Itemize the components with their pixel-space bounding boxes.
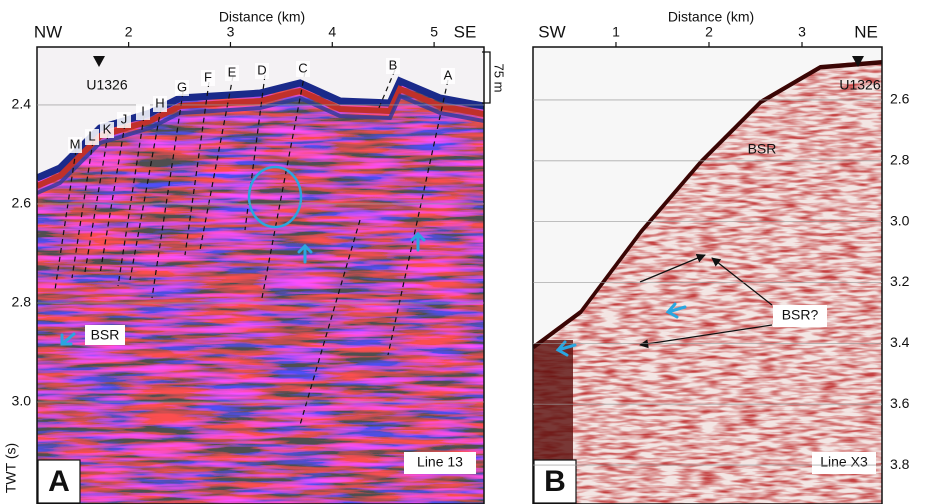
fault-label: I <box>141 103 145 118</box>
seismic-texture <box>37 47 484 504</box>
x-tick-label: 5 <box>430 24 438 40</box>
panel-a: 75 m Distance (km) NW SE U1326 TWT (s) B… <box>3 9 507 504</box>
y-tick-label: 3.0 <box>890 212 910 228</box>
y-tick-label: 3.0 <box>12 393 32 409</box>
figure: 75 m Distance (km) NW SE U1326 TWT (s) B… <box>0 0 937 504</box>
bsr-label: BSR <box>91 327 120 343</box>
well-label: U1326 <box>86 77 127 93</box>
panel-letter: A <box>48 465 70 498</box>
fault-label: M <box>70 136 81 151</box>
fault-label: A <box>444 67 453 82</box>
fault-label: L <box>88 128 95 143</box>
x-tick-label: 2 <box>125 24 133 40</box>
fault-label: F <box>204 69 212 84</box>
fault-label: E <box>228 64 237 79</box>
y-tick-label: 2.6 <box>890 91 910 107</box>
direction: SW <box>538 22 565 41</box>
axis-title: Distance (km) <box>219 9 305 25</box>
direction: SE <box>454 22 477 41</box>
fault-label: B <box>389 57 398 72</box>
y-tick-label: 3.6 <box>890 395 910 411</box>
well-label: U1326 <box>839 77 880 93</box>
x-tick-label: 1 <box>612 24 620 40</box>
y-tick-label: 2.8 <box>890 151 910 167</box>
bsr-query-label: BSR? <box>782 307 819 323</box>
y-tick-label: 2.6 <box>12 195 32 211</box>
line-label: Line X3 <box>820 454 868 470</box>
x-tick-label: 2 <box>705 24 713 40</box>
fault-label: G <box>177 79 187 94</box>
x-tick-label: 3 <box>227 24 235 40</box>
y-tick-label: 2.4 <box>12 96 32 112</box>
y-axis-title: TWT (s) <box>3 443 19 493</box>
direction: NW <box>34 22 62 41</box>
y-tick-label: 2.8 <box>12 294 32 310</box>
x-tick-label: 4 <box>328 24 336 40</box>
x-tick-label: 3 <box>798 24 806 40</box>
fault-label: C <box>298 60 307 75</box>
panel-b: Distance (km) SW NE U1326 BSR BSR? Line … <box>533 9 882 504</box>
y-tick-label: 3.4 <box>890 334 910 350</box>
panel-letter: B <box>544 465 566 498</box>
direction: NE <box>854 22 878 41</box>
fault-label: K <box>103 121 112 136</box>
bsr-label: BSR <box>748 141 777 157</box>
fault-label: J <box>121 111 128 126</box>
line-label: Line 13 <box>417 454 463 470</box>
axis-title: Distance (km) <box>668 9 754 25</box>
fault-label: H <box>155 95 164 110</box>
fault-label: D <box>257 62 266 77</box>
scale-label: 75 m <box>492 64 507 93</box>
y-tick-label: 3.2 <box>890 273 910 289</box>
y-tick-label: 3.8 <box>890 456 910 472</box>
